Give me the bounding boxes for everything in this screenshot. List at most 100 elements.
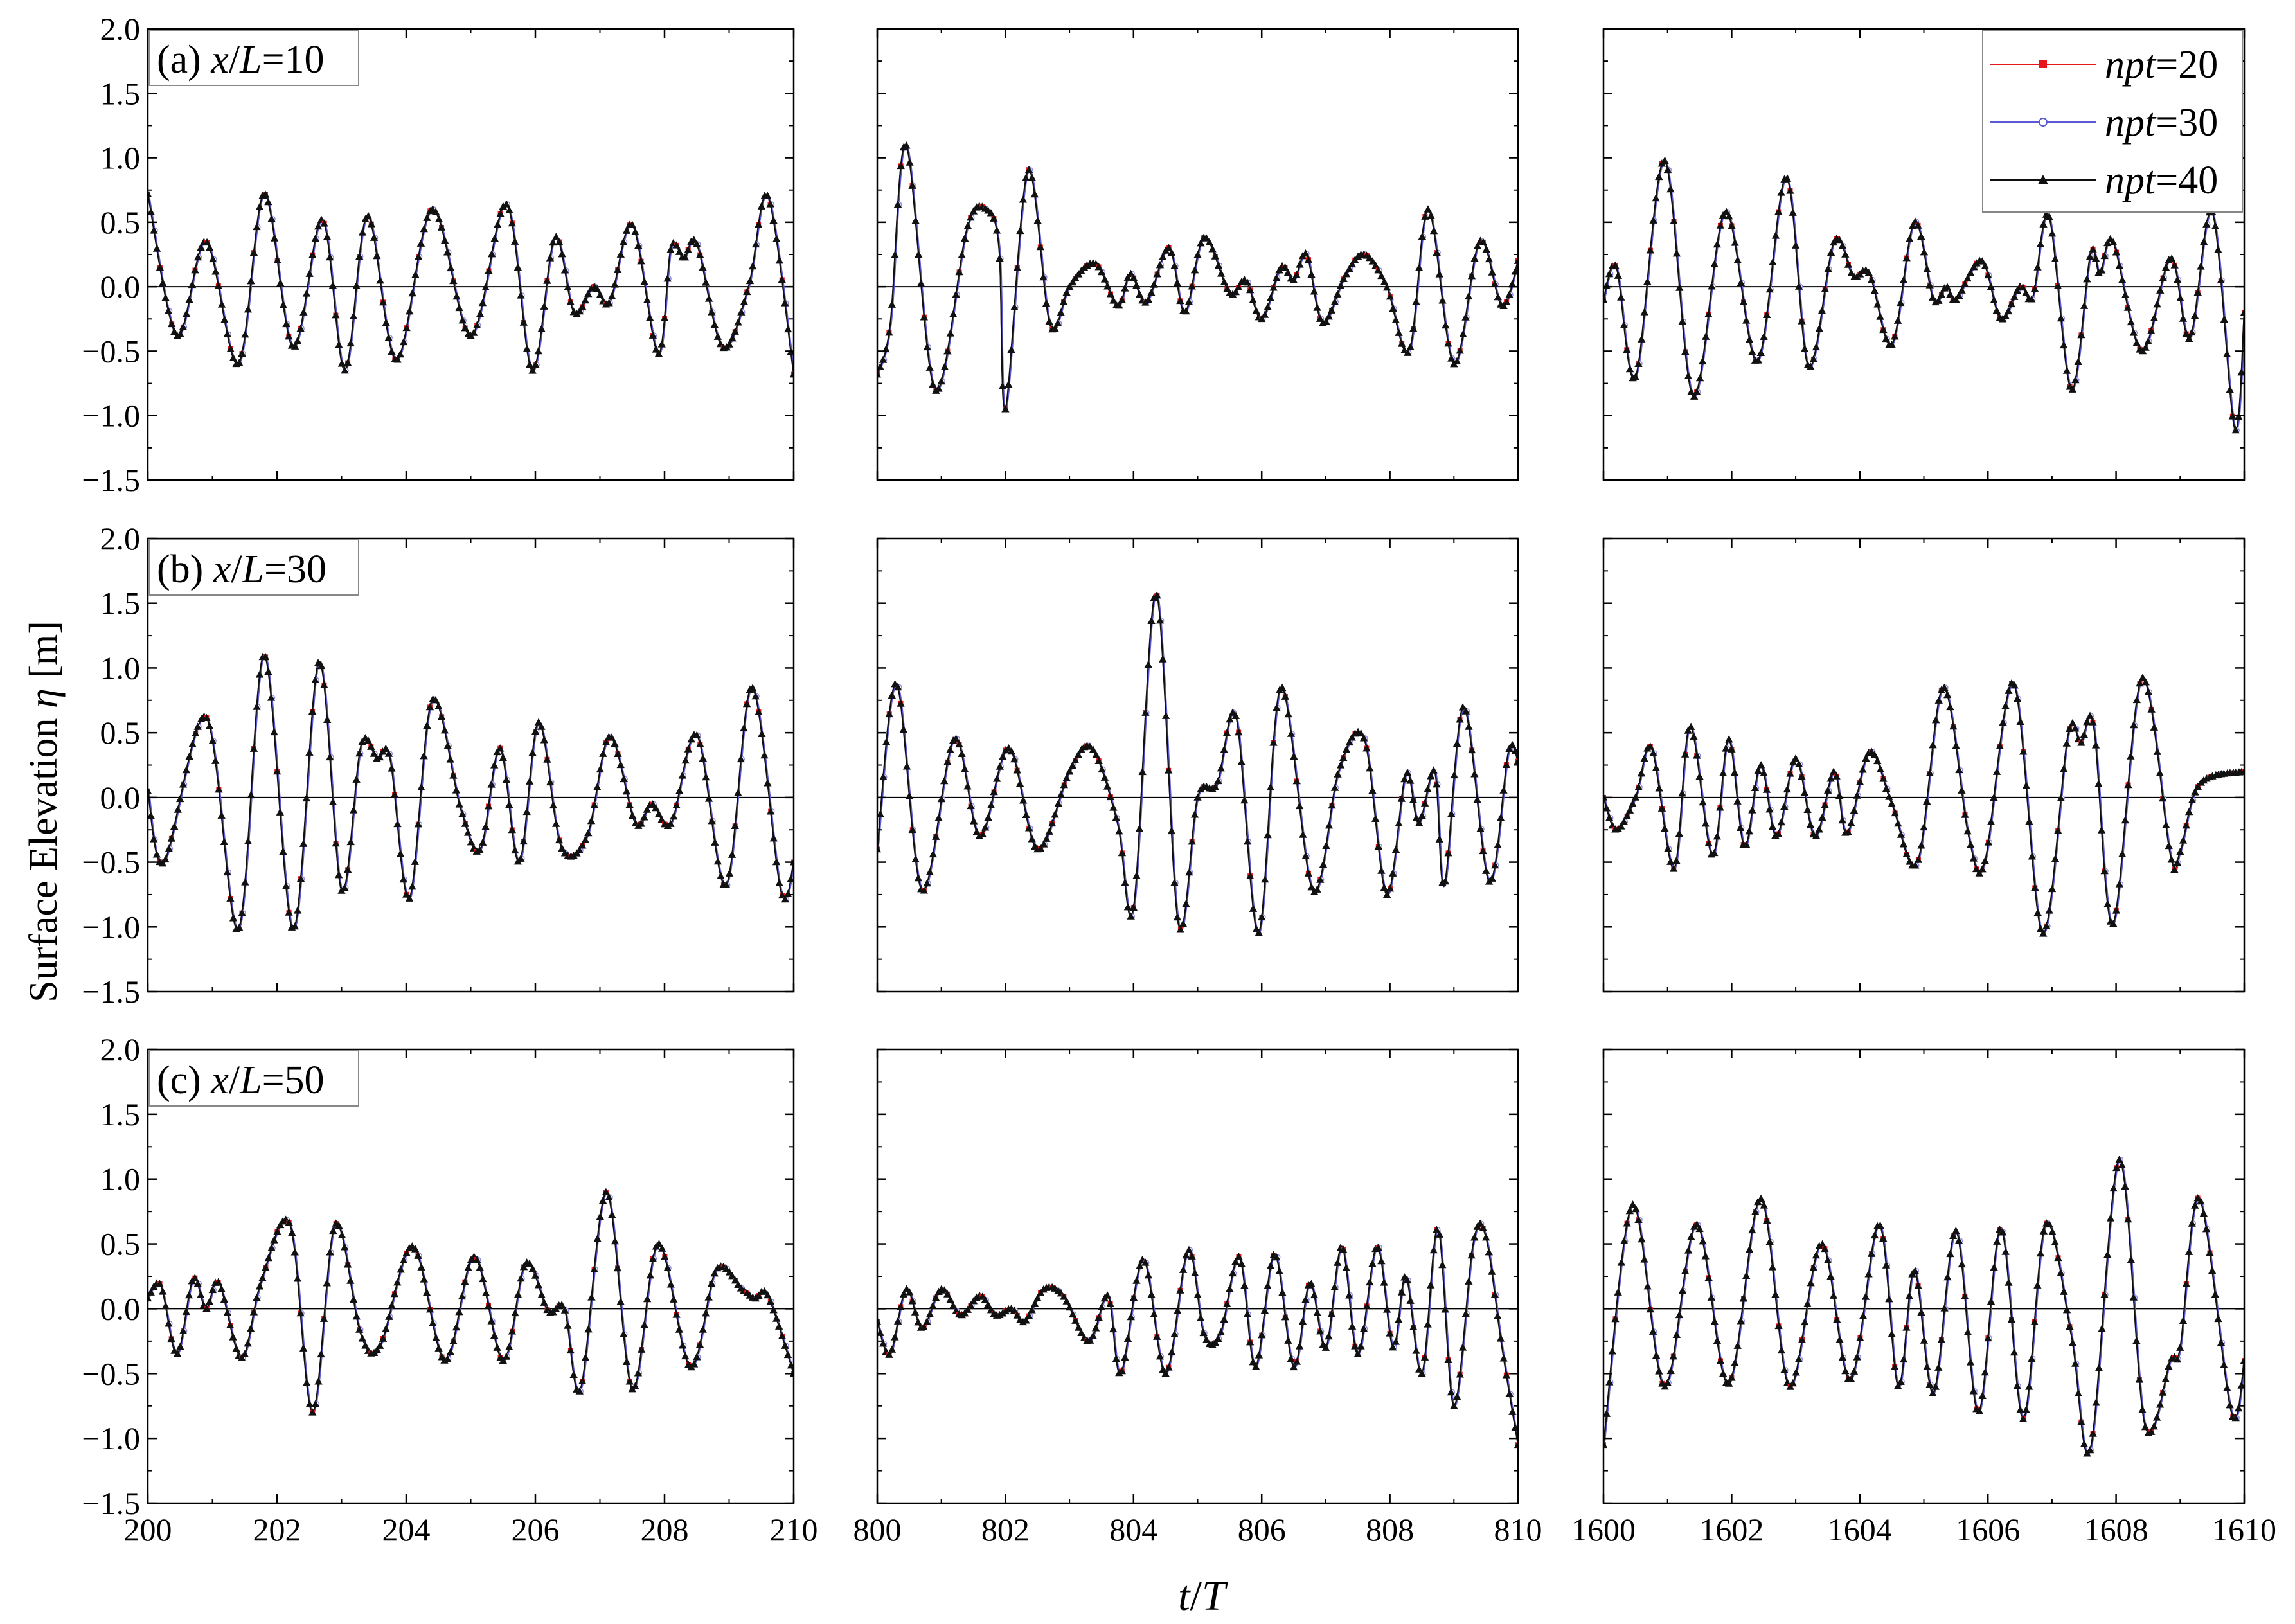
marker-npt40 <box>205 244 214 251</box>
marker-npt40 <box>2077 1418 2085 1425</box>
marker-npt40 <box>1136 290 1144 298</box>
marker-npt40 <box>1292 1357 1301 1365</box>
marker-npt40 <box>358 1334 367 1342</box>
marker-npt40 <box>2167 254 2176 262</box>
marker-npt40 <box>1786 186 1794 194</box>
marker-npt40 <box>911 1308 920 1316</box>
marker-npt40 <box>382 318 390 326</box>
marker-npt40 <box>1993 1237 2001 1245</box>
marker-npt40 <box>672 1310 681 1318</box>
marker-npt40 <box>949 310 958 317</box>
marker-npt40 <box>2019 747 2028 755</box>
marker-npt40 <box>637 819 645 827</box>
marker-npt40 <box>1824 265 1832 272</box>
marker-npt40 <box>1794 282 1803 290</box>
marker-npt40 <box>2129 720 2138 729</box>
marker-npt40 <box>1359 734 1368 742</box>
marker-npt40 <box>1380 884 1388 891</box>
marker-npt40 <box>417 783 425 790</box>
marker-npt40 <box>2085 253 2094 260</box>
marker-npt40 <box>1879 774 1888 782</box>
marker-npt40 <box>783 889 792 897</box>
marker-npt40 <box>789 1369 794 1377</box>
marker-npt40 <box>1899 1355 1908 1363</box>
marker-npt40 <box>616 760 625 769</box>
marker-npt40 <box>1184 298 1193 305</box>
marker-npt40 <box>1505 290 1514 298</box>
marker-npt40 <box>1042 834 1051 842</box>
marker-npt40 <box>1961 810 1969 818</box>
marker-npt40 <box>678 1341 687 1349</box>
marker-npt40 <box>447 263 455 272</box>
marker-npt40 <box>891 1333 899 1341</box>
marker-npt40 <box>672 801 681 808</box>
marker-npt40 <box>2141 343 2150 351</box>
marker-npt40 <box>1823 1256 1832 1263</box>
marker-npt40 <box>1833 1315 1841 1323</box>
marker-npt40 <box>1783 174 1792 182</box>
marker-npt40 <box>1167 248 1176 256</box>
marker-npt40 <box>1337 761 1345 769</box>
marker-npt40 <box>1479 238 1487 245</box>
marker-npt40 <box>1634 359 1643 367</box>
marker-npt40 <box>1672 249 1681 257</box>
marker-npt40 <box>1386 884 1395 892</box>
marker-npt40 <box>1374 1243 1382 1251</box>
markers <box>148 1188 794 1416</box>
marker-npt40 <box>1812 832 1821 839</box>
marker-npt40 <box>425 702 434 711</box>
marker-npt40 <box>1246 1338 1255 1346</box>
marker-npt40 <box>519 1263 528 1271</box>
marker-npt40 <box>1882 334 1890 343</box>
marker-npt40 <box>1725 211 1733 220</box>
marker-npt40 <box>613 1263 622 1272</box>
marker-npt40 <box>1943 283 1952 290</box>
marker-npt40 <box>522 344 531 352</box>
marker-npt40 <box>2179 1316 2188 1324</box>
marker-npt40 <box>696 251 704 258</box>
marker-npt40 <box>781 299 789 307</box>
marker-npt40 <box>558 249 566 258</box>
marker-npt40 <box>1223 1299 1231 1307</box>
marker-npt40 <box>496 209 505 217</box>
marker-npt40 <box>1447 1388 1456 1396</box>
marker-npt40 <box>1328 801 1336 809</box>
marker-npt40 <box>1646 742 1655 750</box>
marker-npt40 <box>458 1292 467 1300</box>
marker-npt40 <box>1952 1226 1960 1235</box>
marker-npt40 <box>1377 866 1386 874</box>
marker-npt40 <box>1412 814 1420 821</box>
marker-npt40 <box>281 882 290 889</box>
marker-npt40 <box>1999 718 2007 726</box>
marker-npt40 <box>888 1345 897 1353</box>
marker-npt40 <box>2071 375 2080 384</box>
marker-npt40 <box>1885 792 1893 800</box>
marker-npt40 <box>1170 879 1179 886</box>
marker-npt40 <box>1237 758 1246 765</box>
marker-npt40 <box>352 775 361 783</box>
marker-npt40 <box>1765 805 1774 813</box>
marker-npt40 <box>226 344 235 352</box>
marker-npt40 <box>1368 786 1377 794</box>
marker-npt40 <box>2153 299 2161 308</box>
marker-npt40 <box>1623 1219 1631 1227</box>
marker-npt40 <box>1444 1355 1452 1364</box>
marker-npt40 <box>2234 1404 2243 1412</box>
marker-npt40 <box>443 248 452 256</box>
marker-npt40 <box>1249 296 1257 303</box>
y-tick-label: 1.0 <box>100 140 141 176</box>
marker-npt40 <box>902 141 911 149</box>
marker-npt40 <box>411 857 419 865</box>
marker-npt40 <box>1211 252 1220 260</box>
marker-npt40 <box>1695 772 1704 780</box>
marker-npt40 <box>2025 1382 2033 1390</box>
marker-npt40 <box>1217 764 1225 772</box>
marker-npt40 <box>675 1325 684 1333</box>
marker-npt40 <box>1039 840 1048 848</box>
marker-npt40 <box>1990 1263 1998 1271</box>
marker-npt40 <box>2214 1314 2222 1323</box>
marker-npt40 <box>2220 315 2229 323</box>
marker-npt40 <box>1479 1224 1487 1232</box>
marker-npt40 <box>1502 760 1511 768</box>
marker-npt40 <box>731 821 739 830</box>
